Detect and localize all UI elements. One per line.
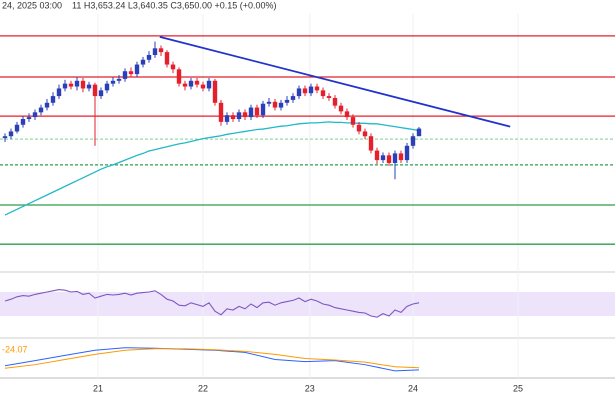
candle-body — [224, 115, 230, 122]
candle-body — [68, 83, 74, 87]
candle-body — [92, 84, 98, 97]
candle-body — [320, 90, 326, 97]
candle-body — [356, 124, 362, 132]
candle-body — [344, 111, 350, 118]
macd-line — [4, 348, 420, 369]
candle-body — [278, 102, 284, 108]
candle-body — [158, 48, 164, 53]
candle-body — [14, 124, 20, 132]
candle-body — [338, 105, 344, 112]
x-tick-label: 23 — [305, 383, 315, 393]
x-tick-label: 25 — [513, 383, 523, 393]
candle-body — [206, 80, 212, 89]
candle-body — [128, 71, 134, 75]
candle-body — [104, 83, 110, 91]
candle-body — [200, 84, 206, 89]
candle-body — [134, 64, 140, 75]
candle-body — [416, 128, 422, 137]
candle-body — [86, 84, 92, 89]
candle-body — [350, 117, 356, 125]
macd-line — [4, 347, 420, 372]
candle-body — [140, 59, 146, 65]
x-tick-label: 24 — [408, 383, 418, 393]
candle-body — [98, 90, 104, 97]
candle-body — [236, 112, 242, 120]
candle-body — [188, 80, 194, 87]
candle-body — [386, 155, 392, 163]
candle-body — [2, 136, 8, 139]
candle-body — [8, 131, 14, 137]
candle-body — [80, 80, 86, 89]
candle-body — [218, 102, 224, 122]
candle-body — [284, 99, 290, 103]
trend-line — [159, 35, 511, 128]
candle-body — [164, 52, 170, 65]
candle-body — [170, 64, 176, 70]
candle-body — [248, 107, 254, 118]
candle-body — [404, 145, 410, 161]
candle-body — [242, 112, 248, 118]
candle-body — [152, 48, 158, 55]
x-tick-label: 21 — [93, 383, 103, 393]
candle-body — [260, 103, 266, 116]
candle-body — [314, 86, 320, 91]
candle-body — [116, 78, 122, 81]
candle-body — [374, 150, 380, 161]
candle-body — [146, 55, 152, 60]
candle-body — [230, 115, 236, 120]
candle-body — [410, 136, 416, 146]
x-tick-label: 22 — [198, 383, 208, 393]
candle-body — [212, 80, 218, 103]
candle-body — [272, 101, 278, 108]
candle-body — [56, 88, 62, 97]
rsi-line — [4, 289, 420, 318]
candle-body — [182, 83, 188, 87]
candle-body — [398, 153, 404, 161]
candle-body — [392, 153, 398, 163]
candle-body — [74, 80, 80, 87]
candle-body — [50, 96, 56, 103]
candle-body — [44, 102, 50, 108]
candle-body — [32, 112, 38, 118]
candle-body — [20, 119, 26, 125]
candle-body — [266, 101, 272, 104]
macd-readout: -24.07 — [2, 344, 28, 354]
candle-body — [326, 96, 332, 98]
candle-body — [308, 86, 314, 94]
candle-body — [38, 107, 44, 113]
candle-body — [290, 96, 296, 100]
candle-body — [362, 131, 368, 137]
candle-body — [254, 107, 260, 116]
candle-body — [296, 88, 302, 97]
candle-body — [62, 83, 68, 89]
candle-body — [110, 80, 116, 84]
candle-body — [176, 69, 182, 84]
candle-body — [368, 136, 374, 151]
candle-body — [302, 88, 308, 94]
candle-body — [332, 98, 338, 106]
candle-body — [194, 80, 200, 85]
ohlc-readout: 11 H3,653.24 L3,640.35 C3,650.00 +0.15 (… — [72, 0, 277, 10]
chart-title: 24, 2025 03:00 — [2, 0, 62, 10]
moving-average — [4, 121, 420, 216]
candle-body — [26, 117, 32, 120]
candle-body — [380, 155, 386, 161]
candle-body — [122, 71, 128, 79]
